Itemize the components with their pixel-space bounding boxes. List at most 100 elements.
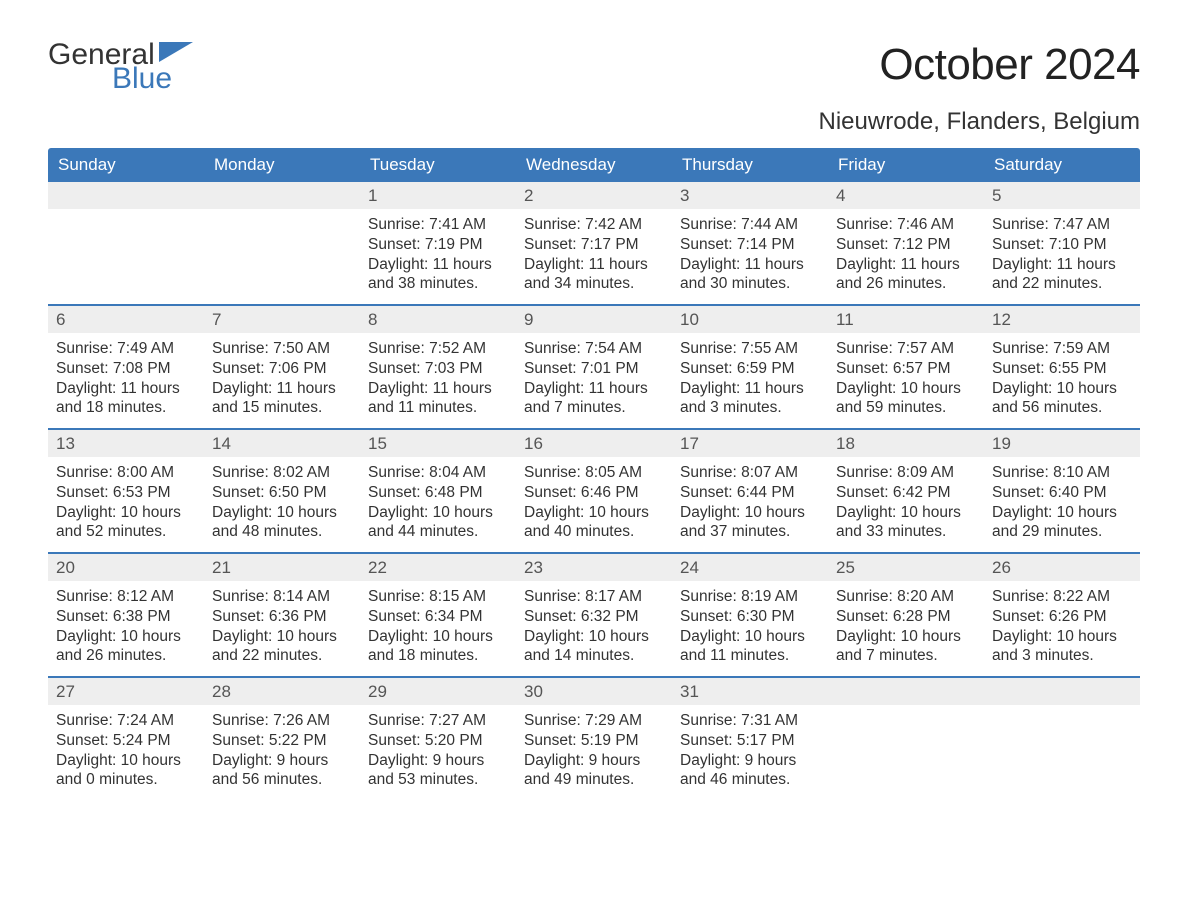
sunrise-line: Sunrise: 7:27 AM bbox=[368, 711, 508, 731]
dow-label: Friday bbox=[828, 148, 984, 182]
day-number: 17 bbox=[672, 430, 828, 457]
calendar-day: 12Sunrise: 7:59 AMSunset: 6:55 PMDayligh… bbox=[984, 306, 1140, 428]
day-number: 12 bbox=[984, 306, 1140, 333]
day-number: 5 bbox=[984, 182, 1140, 209]
daylight-line: Daylight: 10 hours and 3 minutes. bbox=[992, 627, 1132, 667]
calendar-day: 13Sunrise: 8:00 AMSunset: 6:53 PMDayligh… bbox=[48, 430, 204, 552]
day-details: Sunrise: 7:41 AMSunset: 7:19 PMDaylight:… bbox=[360, 209, 516, 298]
sunrise-line: Sunrise: 7:47 AM bbox=[992, 215, 1132, 235]
sunrise-line: Sunrise: 7:57 AM bbox=[836, 339, 976, 359]
day-details: Sunrise: 8:14 AMSunset: 6:36 PMDaylight:… bbox=[204, 581, 360, 670]
sunset-line: Sunset: 6:50 PM bbox=[212, 483, 352, 503]
calendar-day: 14Sunrise: 8:02 AMSunset: 6:50 PMDayligh… bbox=[204, 430, 360, 552]
day-number: 21 bbox=[204, 554, 360, 581]
sunrise-line: Sunrise: 7:52 AM bbox=[368, 339, 508, 359]
day-details: Sunrise: 8:04 AMSunset: 6:48 PMDaylight:… bbox=[360, 457, 516, 546]
sunrise-line: Sunrise: 7:59 AM bbox=[992, 339, 1132, 359]
daylight-line: Daylight: 10 hours and 7 minutes. bbox=[836, 627, 976, 667]
daylight-line: Daylight: 10 hours and 0 minutes. bbox=[56, 751, 196, 791]
calendar-day: 1Sunrise: 7:41 AMSunset: 7:19 PMDaylight… bbox=[360, 182, 516, 304]
sunset-line: Sunset: 6:32 PM bbox=[524, 607, 664, 627]
calendar-weeks: 1Sunrise: 7:41 AMSunset: 7:19 PMDaylight… bbox=[48, 182, 1140, 800]
calendar-day: 10Sunrise: 7:55 AMSunset: 6:59 PMDayligh… bbox=[672, 306, 828, 428]
day-details: Sunrise: 8:17 AMSunset: 6:32 PMDaylight:… bbox=[516, 581, 672, 670]
daylight-line: Daylight: 9 hours and 46 minutes. bbox=[680, 751, 820, 791]
day-number: 9 bbox=[516, 306, 672, 333]
sunset-line: Sunset: 5:20 PM bbox=[368, 731, 508, 751]
daylight-line: Daylight: 11 hours and 15 minutes. bbox=[212, 379, 352, 419]
sunrise-line: Sunrise: 8:14 AM bbox=[212, 587, 352, 607]
sunset-line: Sunset: 5:17 PM bbox=[680, 731, 820, 751]
sunset-line: Sunset: 6:30 PM bbox=[680, 607, 820, 627]
day-number: 27 bbox=[48, 678, 204, 705]
day-number: 20 bbox=[48, 554, 204, 581]
sunset-line: Sunset: 6:44 PM bbox=[680, 483, 820, 503]
brand-logo: General Blue bbox=[48, 40, 193, 94]
calendar-day: 21Sunrise: 8:14 AMSunset: 6:36 PMDayligh… bbox=[204, 554, 360, 676]
sunrise-line: Sunrise: 8:07 AM bbox=[680, 463, 820, 483]
day-number: 18 bbox=[828, 430, 984, 457]
daylight-line: Daylight: 11 hours and 11 minutes. bbox=[368, 379, 508, 419]
day-details: Sunrise: 7:50 AMSunset: 7:06 PMDaylight:… bbox=[204, 333, 360, 422]
calendar-week: 27Sunrise: 7:24 AMSunset: 5:24 PMDayligh… bbox=[48, 676, 1140, 800]
calendar-day: 31Sunrise: 7:31 AMSunset: 5:17 PMDayligh… bbox=[672, 678, 828, 800]
sunset-line: Sunset: 6:53 PM bbox=[56, 483, 196, 503]
day-details: Sunrise: 7:49 AMSunset: 7:08 PMDaylight:… bbox=[48, 333, 204, 422]
sunset-line: Sunset: 5:22 PM bbox=[212, 731, 352, 751]
day-details: Sunrise: 8:09 AMSunset: 6:42 PMDaylight:… bbox=[828, 457, 984, 546]
day-details: Sunrise: 8:20 AMSunset: 6:28 PMDaylight:… bbox=[828, 581, 984, 670]
daylight-line: Daylight: 10 hours and 40 minutes. bbox=[524, 503, 664, 543]
day-details: Sunrise: 8:12 AMSunset: 6:38 PMDaylight:… bbox=[48, 581, 204, 670]
day-details: Sunrise: 8:22 AMSunset: 6:26 PMDaylight:… bbox=[984, 581, 1140, 670]
sunrise-line: Sunrise: 7:41 AM bbox=[368, 215, 508, 235]
calendar-day: 9Sunrise: 7:54 AMSunset: 7:01 PMDaylight… bbox=[516, 306, 672, 428]
calendar-day: 3Sunrise: 7:44 AMSunset: 7:14 PMDaylight… bbox=[672, 182, 828, 304]
daylight-line: Daylight: 9 hours and 53 minutes. bbox=[368, 751, 508, 791]
sunrise-line: Sunrise: 7:31 AM bbox=[680, 711, 820, 731]
daylight-line: Daylight: 11 hours and 26 minutes. bbox=[836, 255, 976, 295]
sunset-line: Sunset: 6:26 PM bbox=[992, 607, 1132, 627]
sunrise-line: Sunrise: 7:29 AM bbox=[524, 711, 664, 731]
calendar: SundayMondayTuesdayWednesdayThursdayFrid… bbox=[48, 148, 1140, 800]
calendar-day-empty bbox=[828, 678, 984, 800]
day-number: 25 bbox=[828, 554, 984, 581]
day-of-week-row: SundayMondayTuesdayWednesdayThursdayFrid… bbox=[48, 148, 1140, 182]
calendar-week: 13Sunrise: 8:00 AMSunset: 6:53 PMDayligh… bbox=[48, 428, 1140, 552]
day-details: Sunrise: 7:29 AMSunset: 5:19 PMDaylight:… bbox=[516, 705, 672, 794]
calendar-day-empty bbox=[204, 182, 360, 304]
day-number: 1 bbox=[360, 182, 516, 209]
daylight-line: Daylight: 10 hours and 29 minutes. bbox=[992, 503, 1132, 543]
day-details: Sunrise: 8:07 AMSunset: 6:44 PMDaylight:… bbox=[672, 457, 828, 546]
day-details: Sunrise: 7:47 AMSunset: 7:10 PMDaylight:… bbox=[984, 209, 1140, 298]
daylight-line: Daylight: 11 hours and 7 minutes. bbox=[524, 379, 664, 419]
calendar-day: 27Sunrise: 7:24 AMSunset: 5:24 PMDayligh… bbox=[48, 678, 204, 800]
sunset-line: Sunset: 6:38 PM bbox=[56, 607, 196, 627]
dow-label: Tuesday bbox=[360, 148, 516, 182]
day-number: 3 bbox=[672, 182, 828, 209]
daylight-line: Daylight: 11 hours and 34 minutes. bbox=[524, 255, 664, 295]
day-number: 8 bbox=[360, 306, 516, 333]
calendar-day: 25Sunrise: 8:20 AMSunset: 6:28 PMDayligh… bbox=[828, 554, 984, 676]
day-number bbox=[48, 182, 204, 209]
sunset-line: Sunset: 7:10 PM bbox=[992, 235, 1132, 255]
calendar-day: 23Sunrise: 8:17 AMSunset: 6:32 PMDayligh… bbox=[516, 554, 672, 676]
daylight-line: Daylight: 11 hours and 3 minutes. bbox=[680, 379, 820, 419]
daylight-line: Daylight: 10 hours and 11 minutes. bbox=[680, 627, 820, 667]
day-number: 23 bbox=[516, 554, 672, 581]
day-number: 28 bbox=[204, 678, 360, 705]
daylight-line: Daylight: 10 hours and 33 minutes. bbox=[836, 503, 976, 543]
sunset-line: Sunset: 7:19 PM bbox=[368, 235, 508, 255]
day-details: Sunrise: 8:10 AMSunset: 6:40 PMDaylight:… bbox=[984, 457, 1140, 546]
daylight-line: Daylight: 10 hours and 14 minutes. bbox=[524, 627, 664, 667]
dow-label: Saturday bbox=[984, 148, 1140, 182]
daylight-line: Daylight: 10 hours and 26 minutes. bbox=[56, 627, 196, 667]
calendar-week: 1Sunrise: 7:41 AMSunset: 7:19 PMDaylight… bbox=[48, 182, 1140, 304]
calendar-day: 17Sunrise: 8:07 AMSunset: 6:44 PMDayligh… bbox=[672, 430, 828, 552]
sunset-line: Sunset: 7:01 PM bbox=[524, 359, 664, 379]
day-details: Sunrise: 7:55 AMSunset: 6:59 PMDaylight:… bbox=[672, 333, 828, 422]
calendar-day: 11Sunrise: 7:57 AMSunset: 6:57 PMDayligh… bbox=[828, 306, 984, 428]
day-details: Sunrise: 8:19 AMSunset: 6:30 PMDaylight:… bbox=[672, 581, 828, 670]
day-details: Sunrise: 7:59 AMSunset: 6:55 PMDaylight:… bbox=[984, 333, 1140, 422]
sunset-line: Sunset: 6:36 PM bbox=[212, 607, 352, 627]
day-number: 15 bbox=[360, 430, 516, 457]
